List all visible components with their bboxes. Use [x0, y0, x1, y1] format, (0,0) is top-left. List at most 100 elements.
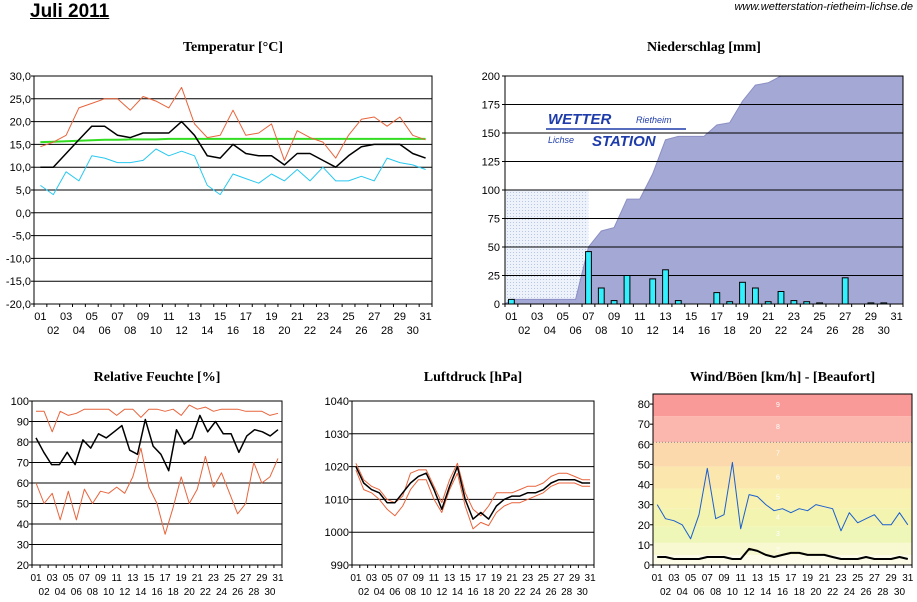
humidity-xtick-label: 14 [135, 587, 147, 598]
rain-bar [790, 300, 798, 305]
website-url[interactable]: www.wetterstation-rietheim-lichse.de [734, 1, 913, 13]
rain-xtick-label: 09 [608, 311, 620, 323]
humidity-min-line [35, 447, 279, 535]
humidity-xtick-label: 09 [95, 573, 107, 584]
pressure-xtick-label: 05 [382, 573, 394, 584]
rain-xtick-label: 31 [890, 311, 902, 323]
pressure-xtick-label: 20 [499, 587, 511, 598]
page-title: Juli 2011 [30, 1, 110, 22]
humidity-xtick-label: 16 [151, 587, 163, 598]
wind-ytick-label: 50 [638, 459, 650, 471]
rain-xtick-label: 22 [775, 325, 787, 337]
pressure-xtick-label: 27 [553, 573, 565, 584]
humidity-xtick-label: 20 [184, 587, 196, 598]
wind-ytick-label: 0 [644, 560, 650, 572]
wind-xtick-label: 18 [794, 587, 806, 598]
pressure-xtick-label: 19 [491, 573, 503, 584]
humidity-xtick-label: 27 [240, 573, 252, 584]
rain-ytick-label: 100 [482, 185, 500, 197]
wind-xtick-label: 28 [877, 587, 889, 598]
temp-ytick-label: 0,0 [16, 208, 31, 220]
rain-bar [623, 275, 631, 305]
beaufort-band [653, 508, 912, 527]
temp-ytick-label: 15,0 [10, 139, 31, 151]
temp-xtick-label: 09 [137, 311, 149, 323]
wind-xtick-label: 03 [668, 573, 680, 584]
wind-ytick-label: 70 [638, 419, 650, 431]
humidity-xtick-label: 07 [79, 573, 91, 584]
temp-ytick-label: -15,0 [6, 276, 31, 288]
rain-xtick-label: 15 [685, 311, 697, 323]
wind-gust-line [656, 461, 909, 540]
temp-ytick-label: 10,0 [10, 162, 31, 174]
beaufort-label: 5 [776, 495, 780, 502]
temp-xtick-label: 20 [278, 325, 290, 337]
rain-bar [841, 277, 849, 305]
logo-rietheim: Rietheim [636, 115, 672, 125]
humidity-ytick-label: 100 [11, 396, 29, 408]
pressure-chart-title: Luftdruck [hPa] [423, 370, 523, 385]
rain-xtick-label: 23 [788, 311, 800, 323]
rain-bar [867, 302, 875, 305]
rain-ytick-label: 200 [482, 71, 500, 83]
wind-xtick-label: 26 [860, 587, 872, 598]
rain-bar [674, 300, 682, 305]
humidity-xtick-label: 22 [200, 587, 212, 598]
rain-xtick-label: 17 [711, 311, 723, 323]
rain-bar [752, 287, 759, 305]
humidity-xtick-label: 04 [55, 587, 67, 598]
rain-bar [816, 302, 824, 305]
pressure-ytick-label: 1000 [325, 527, 349, 539]
pressure-xtick-label: 11 [429, 573, 440, 584]
rain-ytick-label: 175 [482, 100, 500, 112]
wind-xtick-label: 02 [660, 587, 672, 598]
pressure-xtick-label: 26 [546, 587, 558, 598]
humidity-xtick-label: 26 [232, 587, 244, 598]
wind-xtick-label: 17 [785, 573, 797, 584]
wind-xtick-label: 15 [769, 573, 781, 584]
humidity-xtick-label: 19 [176, 573, 188, 584]
rain-xtick-label: 24 [801, 325, 813, 337]
temp-xtick-label: 05 [86, 311, 98, 323]
rain-bar [649, 278, 657, 305]
wind-xtick-label: 30 [894, 587, 906, 598]
temp-xtick-label: 08 [124, 325, 136, 337]
beaufort-label: 7 [776, 450, 780, 457]
temp-xtick-label: 19 [265, 311, 277, 323]
temp-xtick-label: 17 [240, 311, 252, 323]
beaufort-label: 4 [776, 515, 780, 522]
wind-ytick-label: 20 [638, 520, 650, 532]
temp-xtick-label: 25 [342, 311, 354, 323]
rain-xtick-label: 08 [595, 325, 607, 337]
humidity-xtick-label: 29 [256, 573, 268, 584]
temp-ytick-label: 20,0 [10, 117, 31, 129]
pressure-xtick-label: 31 [585, 573, 597, 584]
beaufort-band [653, 542, 912, 555]
humidity-ytick-label: 30 [17, 540, 29, 552]
wind-xtick-label: 12 [744, 587, 756, 598]
rain-xtick-label: 03 [531, 311, 543, 323]
beaufort-band [653, 554, 912, 565]
temp-xtick-label: 10 [150, 325, 162, 337]
rain-bar [726, 301, 734, 305]
rain-bar [777, 291, 785, 305]
humidity-xtick-label: 10 [103, 587, 115, 598]
temp-min-line [40, 148, 426, 196]
rain-bar [880, 302, 888, 305]
humidity-ytick-label: 60 [17, 478, 29, 490]
beaufort-band [653, 442, 912, 467]
rain-xtick-label: 25 [813, 311, 825, 323]
beaufort-band [653, 526, 912, 543]
temp-xtick-label: 03 [60, 311, 72, 323]
wind-xtick-label: 08 [710, 587, 722, 598]
temp-xtick-label: 16 [227, 325, 239, 337]
temp-xtick-label: 28 [381, 325, 393, 337]
rain-bar [764, 301, 772, 305]
beaufort-label: 9 [776, 402, 780, 409]
wind-ytick-label: 30 [638, 500, 650, 512]
pressure-xtick-label: 17 [475, 573, 487, 584]
wind-xtick-label: 20 [810, 587, 822, 598]
rain-xtick-label: 13 [659, 311, 671, 323]
temp-xtick-label: 26 [355, 325, 367, 337]
